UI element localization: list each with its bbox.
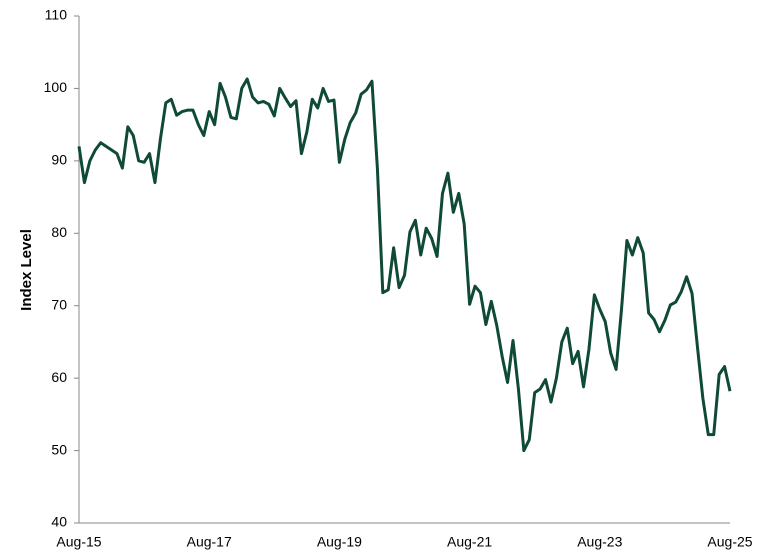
y-tick-label: 40 bbox=[51, 514, 67, 530]
y-tick-label: 90 bbox=[51, 152, 67, 168]
y-axis-label: Index Level bbox=[18, 229, 35, 311]
y-tick-label: 60 bbox=[51, 369, 67, 385]
x-tick-label: Aug-17 bbox=[187, 534, 232, 550]
x-tick-label: Aug-25 bbox=[707, 534, 752, 550]
y-tick-label: 110 bbox=[45, 7, 68, 23]
x-tick-label: Aug-19 bbox=[317, 534, 362, 550]
line bbox=[77, 77, 732, 453]
x-tick-label: Aug-15 bbox=[56, 534, 101, 550]
y-tick-label: 70 bbox=[51, 296, 67, 312]
y-tick-label: 80 bbox=[51, 224, 67, 240]
x-tick-label: Aug-21 bbox=[447, 534, 492, 550]
x-tick-label: Aug-23 bbox=[577, 534, 622, 550]
y-tick-label: 100 bbox=[44, 79, 68, 95]
y-tick-label: 50 bbox=[51, 441, 67, 457]
